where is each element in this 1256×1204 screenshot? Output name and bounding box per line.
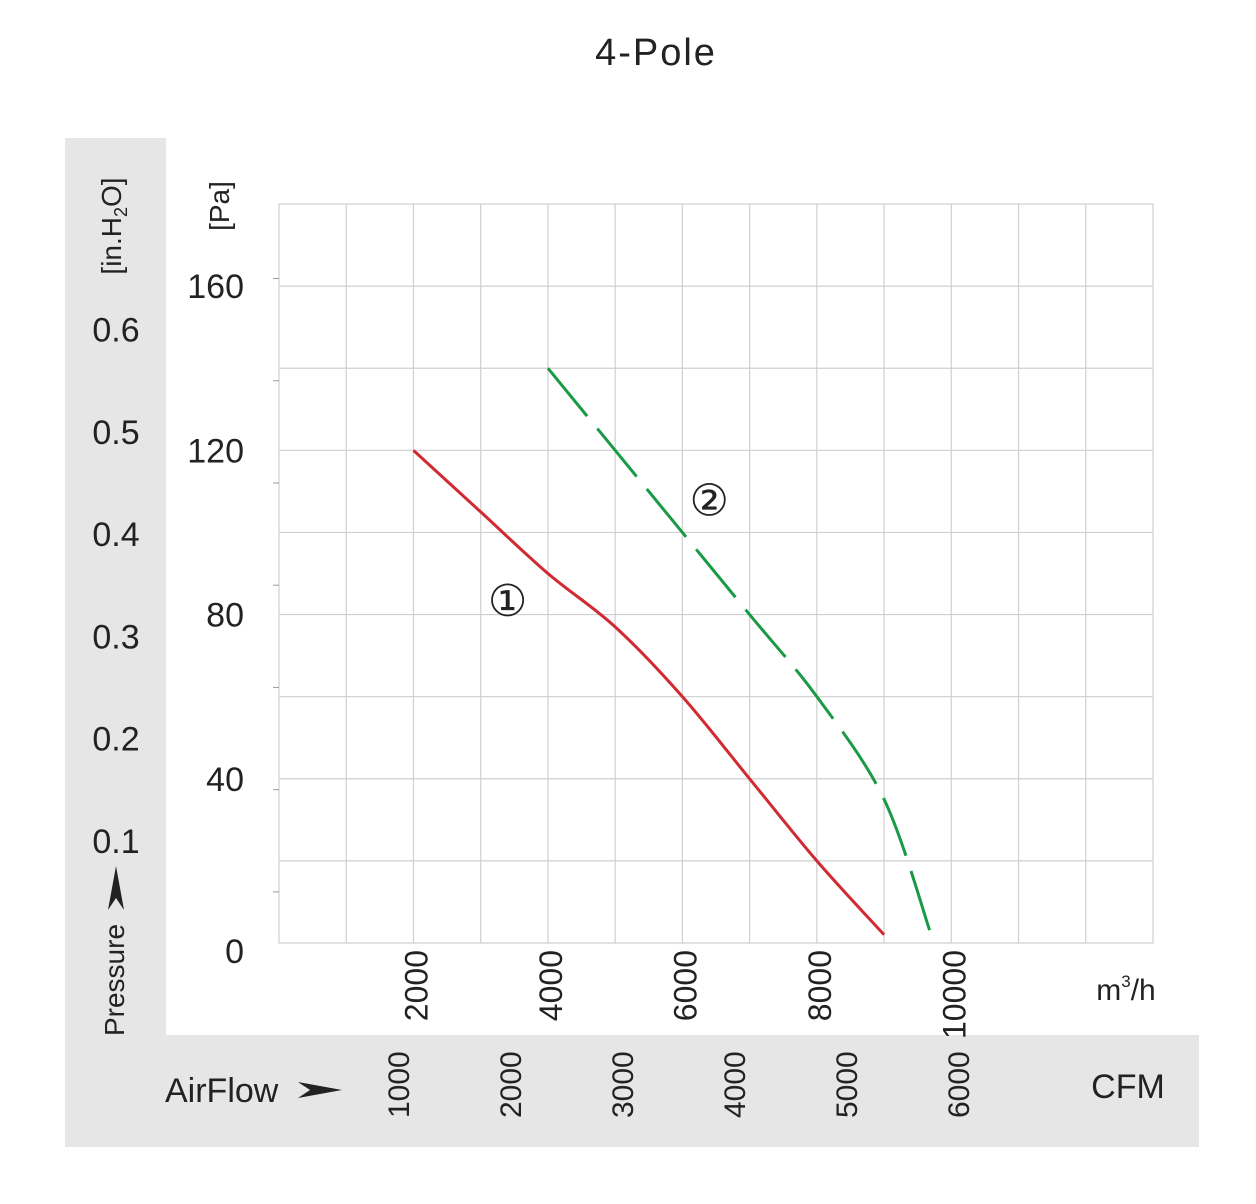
cfm-tick-labels: 1000 2000 3000 4000 5000 6000 <box>383 1051 976 1118</box>
pa-tick-label: 160 <box>187 268 244 306</box>
minor-ticks <box>273 278 279 893</box>
plot-border <box>278 203 1154 944</box>
inh2o-tick-label: 0.1 <box>92 823 139 861</box>
inh2o-tick-label: 0.3 <box>92 618 139 656</box>
pa-tick-labels: 0 40 80 120 160 <box>187 268 244 971</box>
inh2o-unit-label: [in.H2O] <box>96 177 131 274</box>
cfm-tick-label: 4000 <box>719 1051 752 1118</box>
series-line-1 <box>412 449 886 936</box>
inh2o-tick-label: 0.6 <box>92 312 139 350</box>
m3h-tick-label: 10000 <box>936 950 972 1039</box>
cfm-tick-label: 6000 <box>943 1051 976 1118</box>
series-label-1: ① <box>488 577 527 626</box>
pa-unit-label: [Pa] <box>204 181 235 231</box>
series-label-2: ② <box>690 476 729 525</box>
m3h-tick-label: 4000 <box>533 950 569 1021</box>
grid <box>278 203 1154 944</box>
cfm-unit-label: CFM <box>1091 1068 1165 1106</box>
pa-tick-label: 40 <box>206 761 244 799</box>
cfm-tick-label: 1000 <box>383 1051 416 1118</box>
m3h-tick-label: 2000 <box>398 950 434 1021</box>
inh2o-tick-label: 0.4 <box>92 516 139 554</box>
series-layer <box>412 367 933 936</box>
left-panel <box>65 138 166 1147</box>
m3h-tick-label: 8000 <box>802 950 838 1021</box>
pa-tick-label: 80 <box>206 597 244 635</box>
pa-tick-label: 0 <box>225 933 244 971</box>
pa-tick-label: 120 <box>187 432 244 470</box>
inh2o-tick-label: 0.5 <box>92 414 139 452</box>
airflow-label: AirFlow <box>165 1072 279 1110</box>
m3h-tick-labels: 2000 4000 6000 8000 10000 <box>398 950 972 1039</box>
airflow-arrow-icon <box>298 1082 342 1098</box>
m3h-unit-label: m3/h <box>1096 972 1156 1007</box>
pressure-label: Pressure <box>99 924 130 1036</box>
pressure-arrow-icon <box>108 866 124 910</box>
series-line-2 <box>546 367 933 936</box>
bottom-panel <box>65 1035 1199 1147</box>
inh2o-tick-labels: 0.1 0.2 0.3 0.4 0.5 0.6 <box>92 312 139 861</box>
cfm-tick-label: 5000 <box>831 1051 864 1118</box>
cfm-tick-label: 3000 <box>607 1051 640 1118</box>
inh2o-tick-label: 0.2 <box>92 721 139 759</box>
m3h-tick-label: 6000 <box>667 950 703 1021</box>
cfm-tick-label: 2000 <box>495 1051 528 1118</box>
chart-title: 4-Pole <box>595 32 717 74</box>
